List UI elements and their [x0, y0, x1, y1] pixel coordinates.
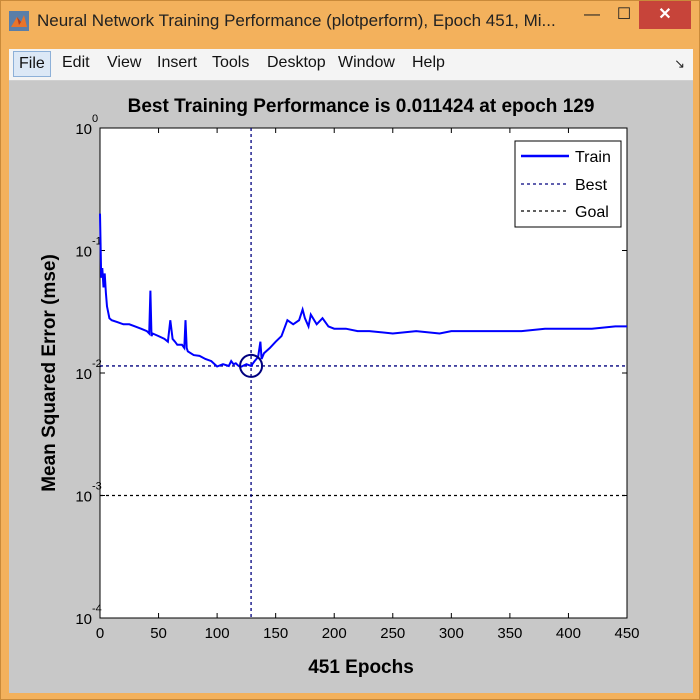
y-tick-label-exp: 0	[92, 113, 98, 125]
menu-desktop[interactable]: Desktop	[267, 54, 326, 72]
menu-label: Insert	[157, 54, 198, 71]
x-tick-label: 50	[150, 625, 167, 642]
minimize-button[interactable]: —	[584, 6, 600, 23]
y-tick-label-base: 10	[75, 489, 92, 506]
menu-file[interactable]: File	[13, 51, 51, 77]
x-tick-label: 200	[322, 625, 347, 642]
x-tick-label: 300	[439, 625, 464, 642]
menu-view[interactable]: View	[107, 54, 141, 72]
y-tick-label-exp: -1	[92, 236, 102, 248]
x-tick-label: 450	[614, 625, 639, 642]
x-tick-label: 100	[205, 625, 230, 642]
y-tick-label-base: 10	[75, 121, 92, 138]
y-tick-label-exp: -4	[92, 603, 102, 615]
window-title: Neural Network Training Performance (plo…	[37, 11, 556, 30]
x-tick-label: 0	[96, 625, 104, 642]
x-tick-label: 150	[263, 625, 288, 642]
menu-label: Help	[412, 54, 445, 71]
y-tick-label-base: 10	[75, 244, 92, 261]
best-point-marker	[239, 353, 264, 378]
matlab-icon	[9, 11, 29, 31]
y-tick-label-exp: -2	[92, 358, 102, 370]
menu-window[interactable]: Window	[338, 54, 395, 72]
figure-canvas: Best Training Performance is 0.011424 at…	[9, 81, 693, 693]
train-series-line	[99, 213, 627, 369]
plot-lines	[99, 128, 627, 618]
legend-goal-label: Goal	[575, 204, 609, 221]
maximize-button[interactable]: ☐	[616, 6, 632, 23]
x-axis-label: 451 Epochs	[308, 657, 414, 678]
menu-label: Tools	[212, 54, 250, 71]
x-tick-label: 250	[380, 625, 405, 642]
legend-best-label: Best	[575, 177, 608, 194]
menu-label: Window	[338, 54, 395, 71]
menu-help[interactable]: Help	[412, 54, 445, 72]
x-axis: 0 50 100 150 200 250 300 350 400 450	[96, 128, 640, 642]
menu-label: View	[107, 54, 142, 71]
menu-label: Edit	[62, 54, 90, 71]
title-bar[interactable]: Neural Network Training Performance (plo…	[1, 1, 700, 41]
y-tick-label-base: 10	[75, 366, 92, 383]
legend: Train Best Goal	[514, 140, 622, 228]
chart-title: Best Training Performance is 0.011424 at…	[128, 96, 595, 117]
menu-tools[interactable]: Tools	[212, 54, 249, 72]
menu-label: Desktop	[267, 54, 326, 71]
menu-edit[interactable]: Edit	[62, 54, 90, 72]
menu-insert[interactable]: Insert	[157, 54, 197, 72]
performance-plot: Best Training Performance is 0.011424 at…	[39, 96, 640, 678]
y-tick-label-exp: -3	[92, 481, 102, 493]
menu-label: File	[19, 55, 45, 72]
y-tick-label-base: 10	[75, 611, 92, 628]
menu-bar: File Edit View Insert Tools Desktop Wind…	[9, 49, 693, 81]
y-axis-label: Mean Squared Error (mse)	[39, 254, 60, 492]
x-tick-label: 350	[497, 625, 522, 642]
close-button[interactable]: ✕	[639, 1, 691, 29]
legend-train-label: Train	[575, 149, 611, 166]
dock-arrow-icon[interactable]: ↘	[674, 56, 685, 71]
x-tick-label: 400	[556, 625, 581, 642]
